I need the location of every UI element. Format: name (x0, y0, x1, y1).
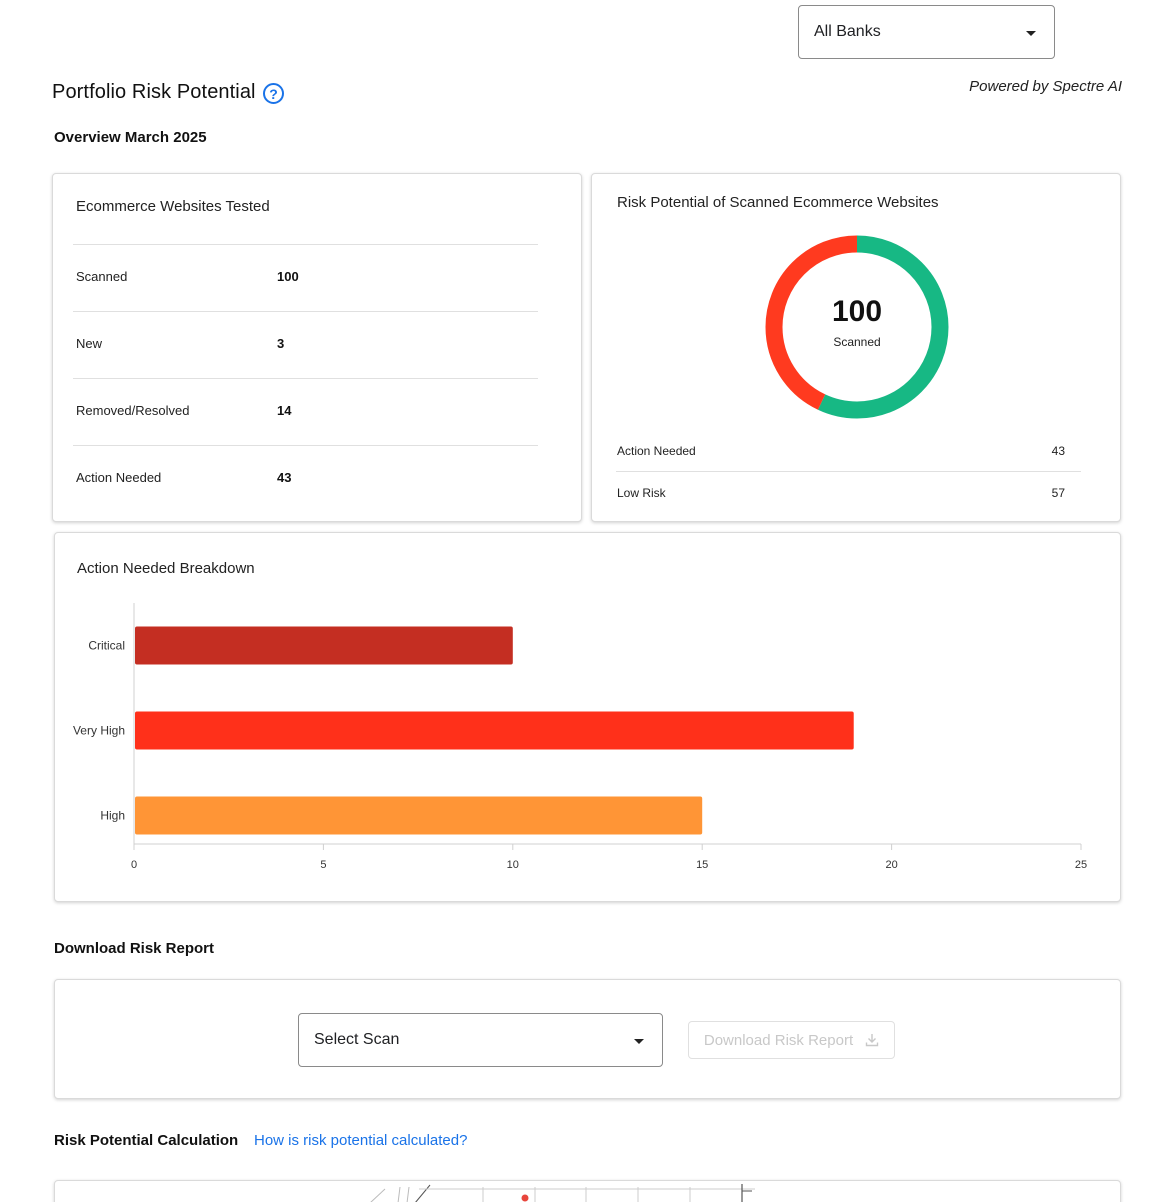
divider (616, 471, 1081, 472)
legend-value-action-needed: 43 (1051, 444, 1065, 458)
download-risk-report-button[interactable]: Download Risk Report (688, 1021, 895, 1059)
powered-by-label: Powered by Spectre AI (969, 78, 1122, 95)
bar-critical (135, 626, 513, 665)
websites-tested-card: Ecommerce Websites Tested Scanned 100 Ne… (52, 173, 582, 522)
page-title: Portfolio Risk Potential (52, 81, 256, 103)
divider (73, 378, 538, 379)
donut-total-label: Scanned (833, 335, 881, 349)
stat-label-removed-resolved: Removed/Resolved (76, 403, 190, 418)
select-scan-placeholder: Select Scan (314, 1031, 400, 1048)
download-section-title: Download Risk Report (54, 940, 215, 957)
how-calculated-link[interactable]: How is risk potential calculated? (254, 1132, 468, 1149)
help-icon[interactable]: ? (263, 83, 284, 104)
risk-potential-title: Risk Potential of Scanned Ecommerce Webs… (617, 194, 939, 211)
category-label-very-high: Very High (73, 724, 125, 738)
donut-segment-action-needed (765, 235, 949, 419)
bar-high (135, 796, 703, 835)
calculation-card (54, 1180, 1121, 1202)
x-tick-label: 25 (1075, 859, 1087, 871)
x-tick-label: 10 (507, 859, 519, 871)
stat-value-scanned: 100 (277, 269, 299, 284)
legend-label-action-needed: Action Needed (617, 444, 696, 458)
action-breakdown-card: Action Needed Breakdown 0 5 10 15 20 25 Critic… (54, 532, 1121, 902)
caret-down-icon (634, 1039, 644, 1044)
x-tick-label: 15 (696, 859, 708, 871)
stat-label-action-needed: Action Needed (76, 470, 162, 485)
risk-donut-chart: 100 Scanned (764, 234, 950, 420)
legend-label-low-risk: Low Risk (617, 486, 666, 500)
calculation-graphic (370, 1184, 755, 1202)
stat-label-new: New (76, 336, 103, 351)
overview-title: Overview March 2025 (54, 129, 207, 146)
divider (73, 311, 538, 312)
x-tick-label: 20 (885, 859, 897, 871)
category-label-critical: Critical (88, 639, 125, 653)
divider (73, 445, 538, 446)
download-card: Select Scan Download Risk Report (54, 979, 1121, 1099)
download-button-label: Download Risk Report (703, 1031, 854, 1049)
websites-tested-title: Ecommerce Websites Tested (76, 198, 270, 215)
stat-value-removed-resolved: 14 (277, 403, 292, 418)
select-scan-dropdown[interactable]: Select Scan (298, 1013, 663, 1067)
bar-very-high (135, 711, 854, 750)
category-label-high: High (100, 809, 125, 823)
divider (73, 244, 538, 245)
legend-value-low-risk: 57 (1051, 486, 1065, 500)
x-tick-label: 5 (320, 859, 326, 871)
download-icon (865, 1034, 879, 1047)
action-breakdown-title: Action Needed Breakdown (77, 560, 255, 577)
bank-select-value: All Banks (814, 23, 881, 40)
risk-potential-card: Risk Potential of Scanned Ecommerce Webs… (591, 173, 1121, 522)
donut-total-value: 100 (831, 295, 883, 328)
caret-down-icon (1026, 31, 1036, 36)
stat-value-new: 3 (277, 336, 285, 351)
x-tick-label: 0 (131, 859, 137, 871)
stat-label-scanned: Scanned (76, 269, 128, 284)
stat-value-action-needed: 43 (277, 470, 292, 485)
bank-select[interactable]: All Banks (798, 5, 1055, 59)
action-breakdown-bar-chart: 0 5 10 15 20 25 Critical Very High High (73, 603, 1087, 871)
calculation-section-title: Risk Potential Calculation (54, 1132, 239, 1149)
